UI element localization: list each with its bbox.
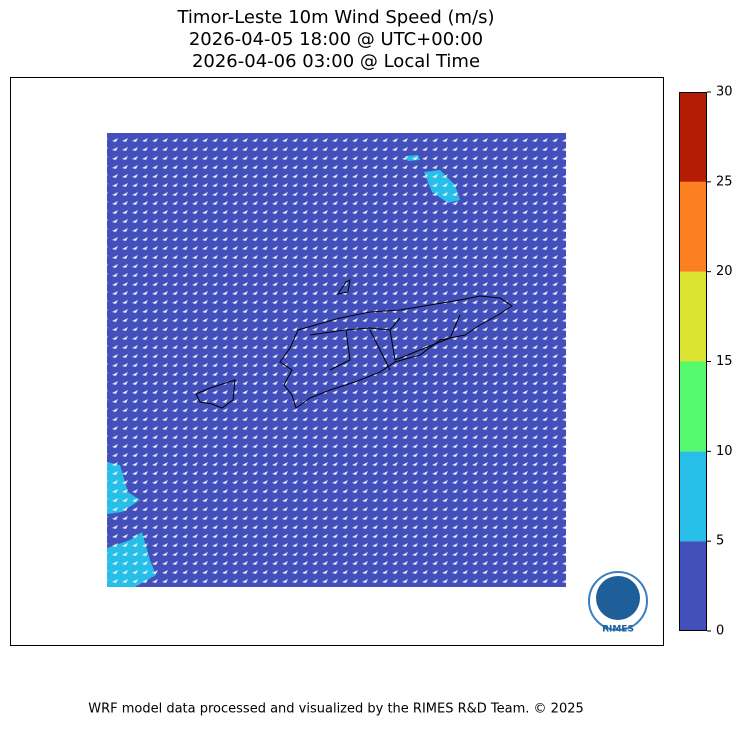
colorbar-segment: [679, 451, 707, 542]
coastline: [195, 279, 513, 409]
colorbar-segment: [679, 181, 707, 272]
colorbar-tick-label: 0: [716, 624, 724, 639]
wind-field: [107, 133, 566, 587]
colorbar-tick-label: 20: [716, 264, 733, 279]
colorbar-tick-label: 15: [716, 354, 733, 369]
colorbar-segment: [679, 361, 707, 452]
footer: WRF model data processed and visualized …: [88, 702, 584, 717]
logo-text: RIMES: [602, 625, 634, 635]
colorbar-tick-label: 5: [716, 534, 724, 549]
colorbar-segment: [679, 271, 707, 362]
colorbar-segment: [679, 541, 707, 631]
title-line: Timor-Leste 10m Wind Speed (m/s): [176, 7, 494, 28]
title-line: 2026-04-06 03:00 @ Local Time: [192, 51, 480, 72]
logo-globe: [596, 576, 640, 620]
logo: RIMES: [588, 571, 648, 635]
colorbar-tick-label: 10: [716, 444, 733, 459]
colorbar: 0 5 10 15 20 25 30: [679, 85, 733, 639]
wind-arrows: [107, 133, 566, 587]
colorbar-segment: [679, 92, 707, 182]
title-line: 2026-04-05 18:00 @ UTC+00:00: [189, 29, 483, 50]
colorbar-tick-label: 30: [716, 85, 733, 100]
colorbar-tick-label: 25: [716, 174, 733, 189]
colorbar-frame: [679, 92, 707, 631]
